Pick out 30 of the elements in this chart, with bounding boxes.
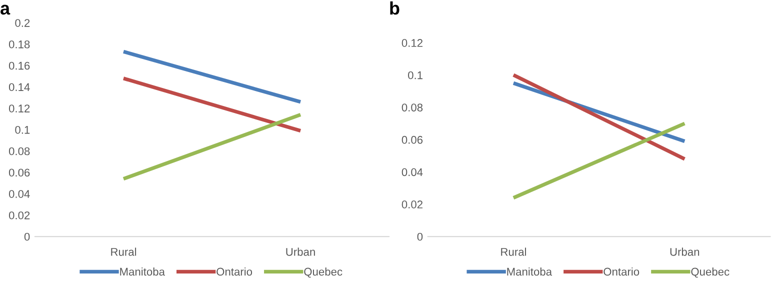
legend-label: Manitoba — [507, 267, 552, 276]
y-tick-label: 0.04 — [8, 190, 30, 198]
x-tick-label: Rural — [501, 248, 526, 256]
x-tick-label: Urban — [286, 248, 315, 256]
legend-label: Quebec — [691, 267, 730, 278]
y-tick-label: 0.06 — [402, 136, 423, 144]
legend-label: Quebec — [304, 267, 342, 278]
y-tick-label: 0.08 — [8, 147, 30, 156]
chart-title: a — [0, 4, 10, 15]
y-tick-label: 0.2 — [15, 19, 30, 27]
y-tick-label: 0.06 — [8, 168, 30, 177]
x-tick-label: Rural — [111, 248, 136, 256]
y-tick-label: 0.02 — [8, 211, 30, 220]
y-tick-label: 0.1 — [15, 126, 30, 134]
y-tick-label: 0 — [24, 232, 30, 241]
y-tick-label: 0.16 — [8, 62, 30, 70]
y-tick-label: 0.04 — [402, 168, 423, 176]
y-tick-label: 0.1 — [408, 71, 422, 80]
legend-label: Manitoba — [120, 267, 165, 276]
y-tick-label: 0.02 — [402, 200, 422, 208]
y-tick-label: 0.18 — [8, 40, 30, 48]
y-tick-label: 0 — [417, 232, 423, 241]
chart-title: b — [390, 1, 400, 15]
y-tick-label: 0.08 — [402, 104, 423, 112]
x-tick-label: Urban — [670, 248, 700, 256]
y-tick-label: 0.12 — [8, 104, 30, 112]
legend-label: Ontario — [604, 267, 640, 276]
y-tick-label: 0.14 — [8, 83, 30, 92]
y-tick-label: 0.12 — [402, 39, 422, 47]
legend-label: Ontario — [216, 267, 252, 276]
